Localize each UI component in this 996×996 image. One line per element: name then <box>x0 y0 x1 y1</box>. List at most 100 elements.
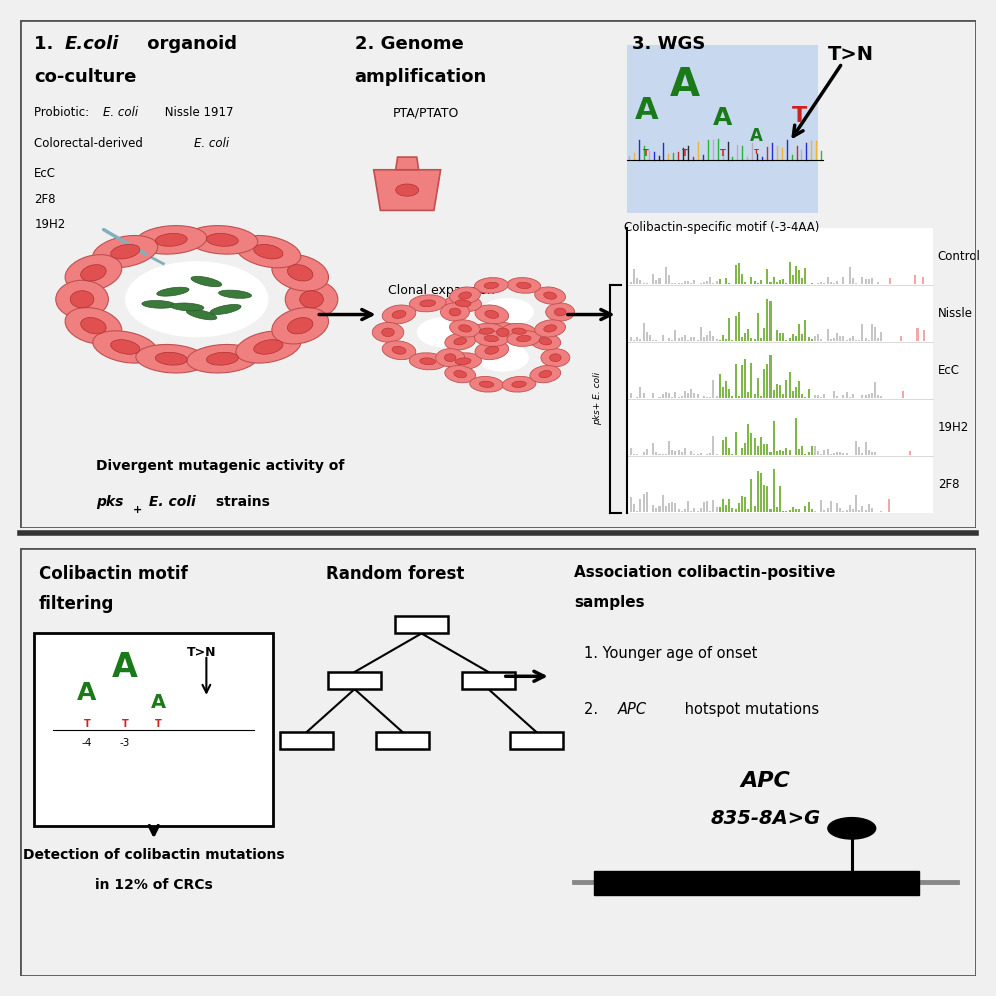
Bar <box>462 672 515 689</box>
Bar <box>776 331 778 342</box>
Ellipse shape <box>517 336 531 342</box>
Bar <box>789 450 791 455</box>
Ellipse shape <box>541 349 570 367</box>
Bar <box>731 340 733 342</box>
Bar <box>750 277 753 284</box>
Bar <box>782 450 784 455</box>
Bar <box>703 502 705 512</box>
Bar <box>741 447 743 455</box>
Ellipse shape <box>454 338 466 345</box>
Bar <box>636 337 638 342</box>
Bar <box>376 732 428 749</box>
Bar <box>849 267 851 284</box>
Bar <box>779 385 781 398</box>
Ellipse shape <box>191 276 222 287</box>
Bar <box>821 454 823 455</box>
Bar <box>868 279 870 284</box>
Bar <box>636 278 638 284</box>
Bar <box>665 267 667 284</box>
Bar <box>836 396 838 398</box>
Bar <box>763 369 765 398</box>
Bar <box>680 337 682 342</box>
Bar <box>655 508 657 512</box>
Ellipse shape <box>544 325 557 332</box>
Bar <box>395 617 448 633</box>
Bar <box>760 339 762 342</box>
Text: EcC: EcC <box>938 364 960 376</box>
Bar <box>817 334 819 342</box>
Bar <box>814 336 816 342</box>
Bar <box>709 396 711 398</box>
Bar <box>889 279 891 284</box>
Bar <box>677 396 679 398</box>
Bar <box>677 509 679 512</box>
Bar <box>674 451 676 455</box>
Bar <box>639 386 641 398</box>
Bar <box>750 363 753 398</box>
Bar <box>680 283 682 284</box>
Text: co-culture: co-culture <box>34 68 136 87</box>
Bar <box>754 339 756 342</box>
Bar <box>754 506 756 512</box>
Bar <box>814 395 816 398</box>
Bar <box>706 501 708 512</box>
Bar <box>671 283 673 284</box>
Ellipse shape <box>555 308 566 316</box>
Bar <box>629 393 632 398</box>
Bar <box>709 511 711 512</box>
Text: A: A <box>669 66 699 104</box>
Bar <box>655 340 657 342</box>
Ellipse shape <box>479 381 494 387</box>
Ellipse shape <box>81 318 107 334</box>
Bar <box>868 393 870 398</box>
Bar <box>728 283 730 284</box>
Ellipse shape <box>502 324 536 339</box>
Bar <box>785 447 788 455</box>
Ellipse shape <box>156 287 189 296</box>
Ellipse shape <box>254 244 283 259</box>
Bar <box>731 508 733 512</box>
Ellipse shape <box>449 320 480 337</box>
Circle shape <box>476 344 529 372</box>
Bar <box>642 393 644 398</box>
Bar <box>798 381 800 398</box>
Ellipse shape <box>206 353 238 366</box>
Bar <box>827 329 829 342</box>
Bar <box>627 398 933 456</box>
Bar <box>789 373 791 398</box>
Ellipse shape <box>236 331 301 364</box>
Bar <box>808 502 810 512</box>
Bar <box>725 339 727 342</box>
Ellipse shape <box>550 354 561 362</box>
Bar <box>785 283 788 284</box>
Ellipse shape <box>111 340 139 355</box>
Ellipse shape <box>475 341 509 360</box>
Bar <box>801 334 803 342</box>
Text: 2.: 2. <box>584 702 603 717</box>
Bar <box>700 453 702 455</box>
Bar <box>862 277 864 284</box>
Bar <box>693 508 695 512</box>
Bar <box>770 283 772 284</box>
Bar <box>281 732 333 749</box>
Bar <box>849 338 851 342</box>
Ellipse shape <box>81 265 107 281</box>
Bar <box>773 469 775 512</box>
Text: 1.: 1. <box>34 35 60 53</box>
Text: organoid: organoid <box>141 35 237 53</box>
Bar <box>668 392 670 398</box>
Text: T: T <box>720 149 726 158</box>
Bar <box>661 495 663 512</box>
Bar <box>700 327 702 342</box>
Bar <box>703 337 705 342</box>
Bar <box>824 394 826 398</box>
Bar <box>674 503 676 512</box>
Ellipse shape <box>170 303 204 311</box>
Bar <box>874 382 876 398</box>
Bar <box>795 509 797 512</box>
Ellipse shape <box>71 291 94 308</box>
Bar <box>750 479 753 512</box>
Ellipse shape <box>449 308 461 316</box>
Bar <box>754 438 756 455</box>
Bar <box>856 441 858 455</box>
